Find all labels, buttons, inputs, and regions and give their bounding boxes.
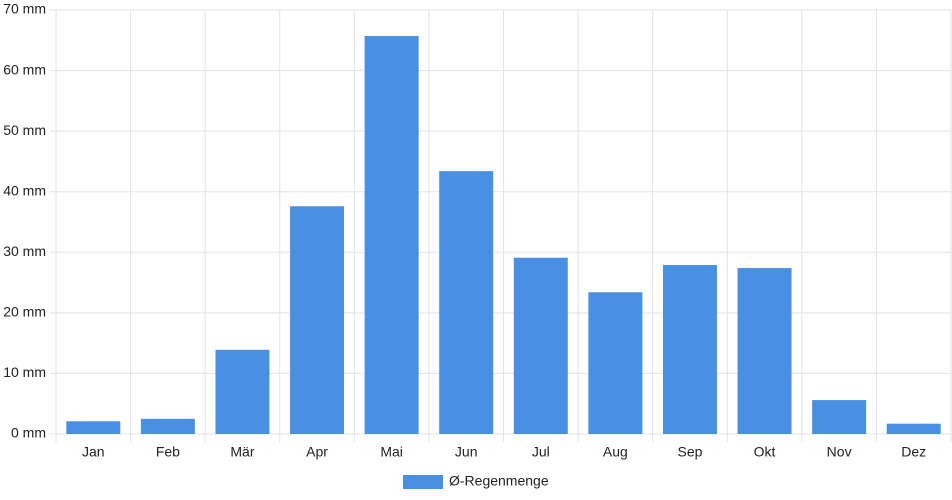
x-tick-label: Mai	[380, 444, 403, 460]
bar	[513, 257, 568, 434]
bar	[140, 418, 195, 434]
x-tick-label: Apr	[306, 444, 328, 460]
bar	[439, 171, 494, 434]
legend-label: Ø-Regenmenge	[449, 473, 549, 489]
y-tick-label: 40 mm	[3, 182, 46, 198]
x-tick-label: Okt	[754, 444, 776, 460]
bar	[66, 421, 121, 434]
x-tick-label: Sep	[677, 444, 702, 460]
x-tick-label: Dez	[901, 444, 926, 460]
bar	[290, 206, 345, 434]
y-tick-label: 20 mm	[3, 304, 46, 320]
x-tick-label: Feb	[156, 444, 180, 460]
bar	[588, 292, 643, 434]
x-tick-label: Jul	[532, 444, 550, 460]
y-tick-label: 30 mm	[3, 243, 46, 259]
y-tick-label: 60 mm	[3, 61, 46, 77]
y-tick-label: 10 mm	[3, 364, 46, 380]
x-tick-label: Jan	[82, 444, 105, 460]
legend-swatch	[403, 475, 443, 489]
y-tick-label: 50 mm	[3, 122, 46, 138]
bar	[215, 349, 270, 434]
x-tick-label: Jun	[455, 444, 478, 460]
bar	[886, 423, 941, 434]
bar	[364, 36, 419, 434]
x-tick-label: Nov	[827, 444, 852, 460]
y-tick-label: 0 mm	[11, 425, 46, 441]
bar	[737, 268, 792, 434]
bar	[812, 400, 867, 434]
x-tick-label: Aug	[603, 444, 628, 460]
y-tick-label: 70 mm	[3, 1, 46, 17]
bar	[662, 265, 717, 434]
x-tick-label: Mär	[230, 444, 254, 460]
